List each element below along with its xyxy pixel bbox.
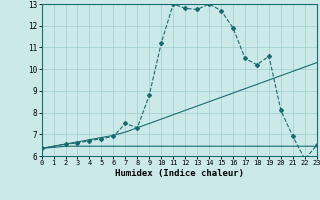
X-axis label: Humidex (Indice chaleur): Humidex (Indice chaleur) <box>115 169 244 178</box>
